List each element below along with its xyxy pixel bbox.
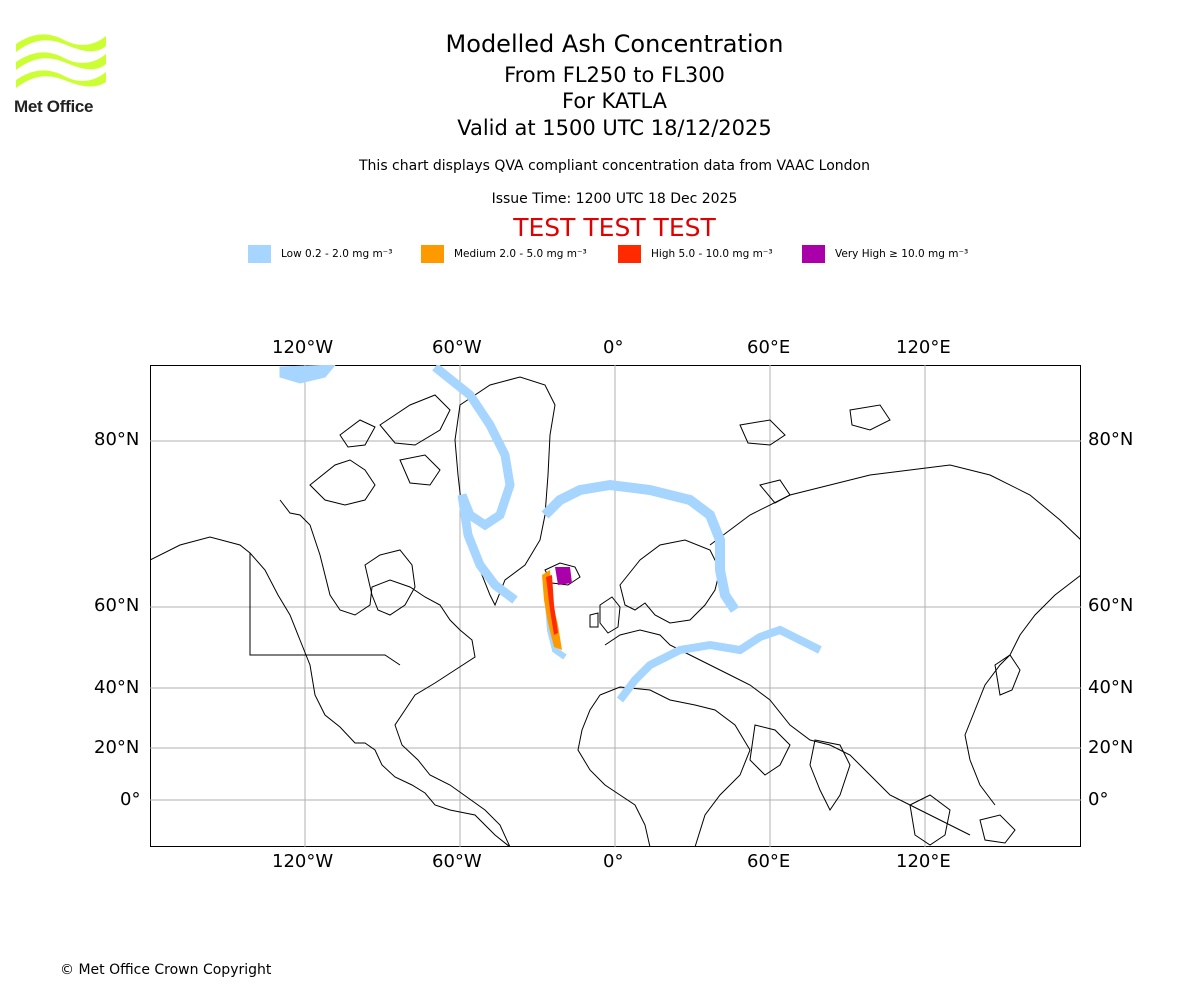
legend-label-low: Low 0.2 - 2.0 mg m⁻³ [281,248,393,260]
ash-high-region [546,575,558,635]
lon-label-bottom-0: 0° [603,851,624,872]
ash-low-plume-north-atlantic [541,479,740,613]
legend-label-medium: Medium 2.0 - 5.0 mg m⁻³ [454,248,587,260]
lon-label-bottom-60e: 60°E [747,851,791,872]
coast-japan [994,654,1021,696]
legend-swatch-low [248,245,271,263]
lon-label-top-120e: 120°E [896,337,951,358]
legend-swatch-medium [421,245,444,263]
ash-low-plume-greenland-west [432,365,518,604]
test-banner: TEST TEST TEST [513,213,716,242]
ash-very-high-region [555,567,572,585]
lat-label-right-20n: 20°N [1088,737,1134,758]
legend-label-very-high: Very High ≥ 10.0 mg m⁻³ [835,248,969,260]
ash-low-plume-europe [616,625,822,703]
volcano-name: For KATLA [562,89,667,113]
lat-label-left-60n: 60°N [94,595,140,616]
lon-label-bottom-120e: 120°E [896,851,951,872]
lon-label-top-0: 0° [603,337,624,358]
lat-label-left-40n: 40°N [94,677,140,698]
lon-label-top-60e: 60°E [747,337,791,358]
legend-item-low: Low 0.2 - 2.0 mg m⁻³ [248,244,392,264]
lon-label-top-60w: 60°W [432,337,482,358]
ash-low-plume-arctic [279,365,336,384]
border-us-canada [249,553,401,666]
copyright-notice: © Met Office Crown Copyright [60,962,272,978]
legend-label-high: High 5.0 - 10.0 mg m⁻³ [651,248,773,260]
lat-label-left-20n: 20°N [94,737,140,758]
valid-time: Valid at 1500 UTC 18/12/2025 [457,116,772,140]
coast-arabia [749,724,791,776]
ash-concentration-map [150,365,1081,847]
coast-hudson-bay [364,549,416,616]
met-office-logo-text: Met Office [14,97,94,116]
lat-label-left-80n: 80°N [94,429,140,450]
lat-label-left-0: 0° [120,789,141,810]
lat-label-right-60n: 60°N [1088,595,1134,616]
met-office-waves-icon [16,34,106,88]
lat-label-right-0: 0° [1088,789,1109,810]
coast-southeast-asia [909,794,1016,846]
lat-label-right-80n: 80°N [1088,429,1134,450]
legend-item-very-high: Very High ≥ 10.0 mg m⁻³ [802,244,968,264]
chart-title: Modelled Ash Concentration [445,30,784,58]
coast-africa [577,686,751,847]
coast-north-america-east [279,499,511,847]
legend-item-medium: Medium 2.0 - 5.0 mg m⁻³ [421,244,587,264]
coast-british-isles [589,596,621,634]
coast-asia-east [964,574,1081,806]
legend-swatch-very-high [802,245,825,263]
coast-scandinavia [619,539,721,624]
legend-item-high: High 5.0 - 10.0 mg m⁻³ [618,244,773,264]
flight-level-range: From FL250 to FL300 [504,63,725,87]
coast-arctic-islands [309,394,451,506]
coast-europe-mainland [604,629,971,836]
coast-india [809,739,851,811]
lat-label-right-40n: 40°N [1088,677,1134,698]
coastlines [150,376,1081,847]
issue-time: Issue Time: 1200 UTC 18 Dec 2025 [491,191,738,207]
chart-description: This chart displays QVA compliant concen… [359,158,870,174]
lon-label-bottom-60w: 60°W [432,851,482,872]
lon-label-top-120w: 120°W [272,337,334,358]
coast-arctic-russia-islands [739,404,891,504]
met-office-logo: Met Office [14,30,109,116]
legend-swatch-high [618,245,641,263]
lon-label-bottom-120w: 120°W [272,851,334,872]
